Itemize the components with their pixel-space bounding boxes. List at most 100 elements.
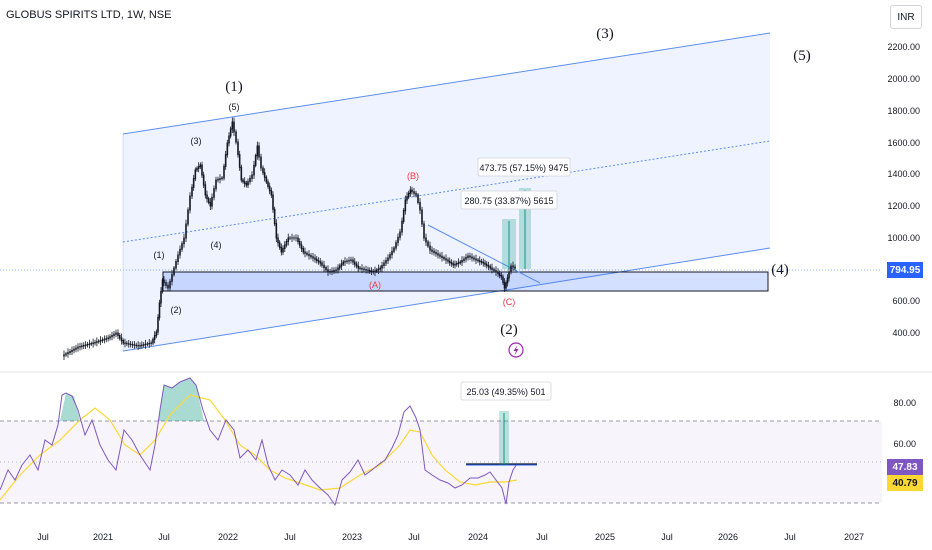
channel-lower-line[interactable] [122,247,771,352]
candle-body [445,258,447,261]
channel-upper-line[interactable] [122,32,771,135]
candle-body [480,261,483,263]
currency-button[interactable]: INR [890,5,922,29]
candle-body [506,277,509,284]
candle-body [177,254,179,262]
candle-body [105,338,108,340]
candle-body [69,351,71,354]
candle-body [315,258,318,261]
candle-body [240,166,243,181]
time-tick-label: Jul [661,532,673,542]
candle-body [109,336,111,339]
candle-body [242,179,244,183]
candle-body [251,174,253,179]
candle-body [273,208,276,225]
candle-body [67,352,69,355]
candle-body [153,335,156,340]
candle-body [146,343,149,345]
candle-body [86,344,89,346]
correction-label-b[interactable]: (B) [407,171,419,181]
candle-body [231,121,234,130]
subwave-label-3[interactable]: (3) [191,136,202,146]
candle-body [101,339,104,341]
candle-body [297,237,299,242]
lightning-icon[interactable] [508,342,524,358]
time-tick-label: 2026 [718,532,738,542]
candle-body [427,241,429,247]
candle-body [133,344,136,346]
candle-body [280,246,283,253]
channel-fill [123,33,770,351]
candle-body [329,271,331,273]
candle-body [497,271,499,275]
candle-body [260,156,262,169]
candle-body [323,264,325,268]
last-price-tag: 794.95 [887,262,923,278]
correction-label-a[interactable]: (A) [369,280,381,290]
candle-body [413,191,415,194]
candle-body [514,266,516,269]
candle-body [148,342,151,345]
rsi-value-tag: 47.83 [887,459,923,475]
candle-body [425,237,427,243]
candle-body [160,291,162,304]
candle-body [135,344,138,347]
price-tick-label: 1200.00 [887,201,920,211]
time-tick-label: 2022 [218,532,238,542]
candle-body [510,265,512,273]
candle-body [437,253,439,256]
candle-body [258,145,260,158]
candle-body [201,164,203,176]
candle-body [283,244,286,249]
candle-body [211,196,213,207]
time-tick-label: Jul [284,532,296,542]
candle-body [352,259,354,263]
candle-body [439,254,441,257]
candle-body [285,241,288,246]
candle-body [113,333,115,336]
price-tick-label: 1000.00 [887,233,920,243]
candle-body [183,237,185,245]
candle-body [141,344,143,347]
candle-body [150,342,152,344]
candle-body [111,335,113,338]
wave-label-5[interactable]: (5) [793,48,811,64]
candle-body [137,345,139,347]
candle-body [77,346,79,349]
subwave-label-1[interactable]: (1) [154,250,165,260]
subwave-label-2[interactable]: (2) [171,305,182,315]
support-zone[interactable] [162,271,769,292]
candle-body [450,262,453,265]
channel-middle-line[interactable] [122,140,771,243]
candle-body [379,267,382,270]
candle-body [272,194,274,210]
time-tick-label: Jul [784,532,796,542]
trendline[interactable] [427,224,541,284]
candle-body [206,194,208,200]
candle-body [73,348,75,351]
candle-body [512,265,514,268]
rsi-overbought-fill [60,393,80,421]
wave-label-2[interactable]: (2) [500,322,518,338]
wave-label-1[interactable]: (1) [225,79,243,95]
candle-body [192,178,195,188]
candle-body [131,344,134,346]
subwave-label-5[interactable]: (5) [229,102,240,112]
candle-body [415,192,417,196]
subwave-label-4[interactable]: (4) [211,240,222,250]
candle-body [199,164,202,168]
correction-label-c[interactable]: (C) [503,297,516,307]
candle-body [265,176,268,183]
time-tick-label: 2027 [844,532,864,542]
candle-body [187,209,189,225]
time-tick-label: 2023 [342,532,362,542]
candle-body [169,280,171,289]
candle-body [90,343,93,345]
candle-body [167,284,169,289]
rsi-line [0,377,518,507]
wave-label-3[interactable]: (3) [596,26,614,42]
candle-body [224,154,227,167]
candle-body [431,249,433,252]
wave-label-4[interactable]: (4) [771,262,789,278]
